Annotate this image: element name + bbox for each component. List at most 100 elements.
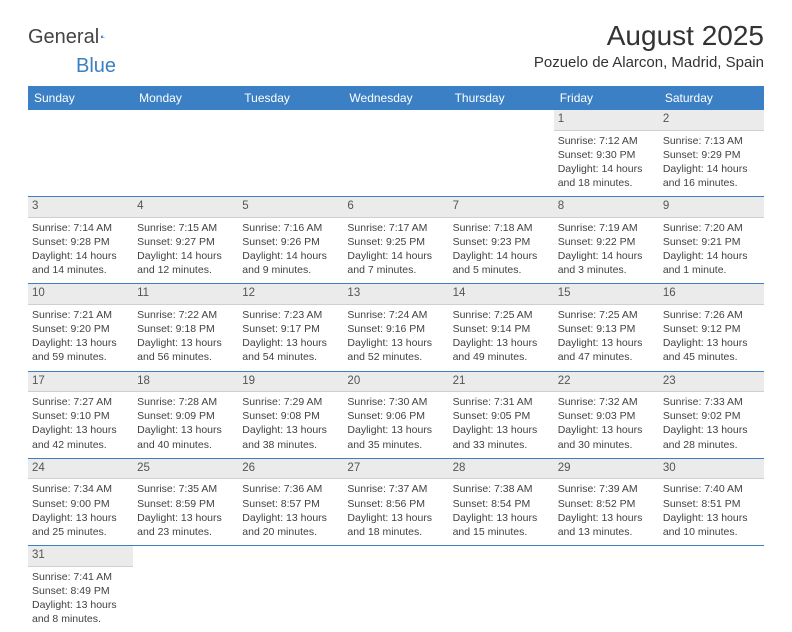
logo-word1: General [28, 26, 99, 49]
calendar-cell: 1Sunrise: 7:12 AMSunset: 9:30 PMDaylight… [554, 110, 659, 197]
day-number: 30 [659, 459, 764, 480]
daylight-line: and 18 minutes. [558, 176, 655, 190]
calendar-cell: 30Sunrise: 7:40 AMSunset: 8:51 PMDayligh… [659, 458, 764, 545]
daylight-line: and 54 minutes. [242, 350, 339, 364]
day-number: 7 [449, 197, 554, 218]
calendar-cell: 23Sunrise: 7:33 AMSunset: 9:02 PMDayligh… [659, 371, 764, 458]
weekday-header: Sunday [28, 86, 133, 110]
weekday-header: Saturday [659, 86, 764, 110]
sunrise-line: Sunrise: 7:29 AM [242, 395, 339, 409]
sunrise-line: Sunrise: 7:37 AM [347, 482, 444, 496]
daylight-line: Daylight: 13 hours [347, 336, 444, 350]
daylight-line: Daylight: 13 hours [242, 511, 339, 525]
daylight-line: and 45 minutes. [663, 350, 760, 364]
sunrise-line: Sunrise: 7:39 AM [558, 482, 655, 496]
daylight-line: and 40 minutes. [137, 438, 234, 452]
day-number: 22 [554, 372, 659, 393]
calendar-cell: 12Sunrise: 7:23 AMSunset: 9:17 PMDayligh… [238, 284, 343, 371]
day-number: 15 [554, 284, 659, 305]
calendar-cell [343, 546, 448, 632]
day-number: 5 [238, 197, 343, 218]
daylight-line: Daylight: 14 hours [663, 249, 760, 263]
weekday-header: Tuesday [238, 86, 343, 110]
day-number: 16 [659, 284, 764, 305]
daylight-line: Daylight: 13 hours [347, 423, 444, 437]
daylight-line: Daylight: 13 hours [453, 511, 550, 525]
calendar-cell: 31Sunrise: 7:41 AMSunset: 8:49 PMDayligh… [28, 546, 133, 632]
sunrise-line: Sunrise: 7:12 AM [558, 134, 655, 148]
calendar-cell [659, 546, 764, 632]
calendar-cell: 22Sunrise: 7:32 AMSunset: 9:03 PMDayligh… [554, 371, 659, 458]
calendar-cell: 13Sunrise: 7:24 AMSunset: 9:16 PMDayligh… [343, 284, 448, 371]
day-number: 28 [449, 459, 554, 480]
sunrise-line: Sunrise: 7:23 AM [242, 308, 339, 322]
calendar-cell: 2Sunrise: 7:13 AMSunset: 9:29 PMDaylight… [659, 110, 764, 197]
daylight-line: and 7 minutes. [347, 263, 444, 277]
sunrise-line: Sunrise: 7:27 AM [32, 395, 129, 409]
daylight-line: Daylight: 14 hours [242, 249, 339, 263]
sunset-line: Sunset: 9:28 PM [32, 235, 129, 249]
daylight-line: and 13 minutes. [558, 525, 655, 539]
daylight-line: and 9 minutes. [242, 263, 339, 277]
sunrise-line: Sunrise: 7:31 AM [453, 395, 550, 409]
sunset-line: Sunset: 9:10 PM [32, 409, 129, 423]
daylight-line: Daylight: 13 hours [137, 423, 234, 437]
day-number: 11 [133, 284, 238, 305]
sunrise-line: Sunrise: 7:15 AM [137, 221, 234, 235]
calendar-cell: 9Sunrise: 7:20 AMSunset: 9:21 PMDaylight… [659, 197, 764, 284]
sunrise-line: Sunrise: 7:20 AM [663, 221, 760, 235]
weekday-header: Friday [554, 86, 659, 110]
daylight-line: and 8 minutes. [32, 612, 129, 626]
daylight-line: and 59 minutes. [32, 350, 129, 364]
calendar-cell: 26Sunrise: 7:36 AMSunset: 8:57 PMDayligh… [238, 458, 343, 545]
sunrise-line: Sunrise: 7:36 AM [242, 482, 339, 496]
day-number: 4 [133, 197, 238, 218]
calendar-cell: 19Sunrise: 7:29 AMSunset: 9:08 PMDayligh… [238, 371, 343, 458]
sunrise-line: Sunrise: 7:32 AM [558, 395, 655, 409]
sunset-line: Sunset: 9:23 PM [453, 235, 550, 249]
calendar-cell [133, 110, 238, 197]
daylight-line: and 56 minutes. [137, 350, 234, 364]
sunrise-line: Sunrise: 7:25 AM [453, 308, 550, 322]
calendar-cell [133, 546, 238, 632]
location: Pozuelo de Alarcon, Madrid, Spain [534, 54, 764, 71]
daylight-line: Daylight: 14 hours [558, 162, 655, 176]
sunrise-line: Sunrise: 7:28 AM [137, 395, 234, 409]
daylight-line: and 20 minutes. [242, 525, 339, 539]
daylight-line: Daylight: 13 hours [453, 423, 550, 437]
day-number: 18 [133, 372, 238, 393]
sunset-line: Sunset: 9:03 PM [558, 409, 655, 423]
sunset-line: Sunset: 8:59 PM [137, 497, 234, 511]
weekday-header: Wednesday [343, 86, 448, 110]
calendar-cell: 6Sunrise: 7:17 AMSunset: 9:25 PMDaylight… [343, 197, 448, 284]
sunset-line: Sunset: 9:13 PM [558, 322, 655, 336]
sunrise-line: Sunrise: 7:17 AM [347, 221, 444, 235]
calendar-cell: 5Sunrise: 7:16 AMSunset: 9:26 PMDaylight… [238, 197, 343, 284]
sunrise-line: Sunrise: 7:18 AM [453, 221, 550, 235]
daylight-line: and 25 minutes. [32, 525, 129, 539]
daylight-line: Daylight: 13 hours [663, 423, 760, 437]
day-number: 29 [554, 459, 659, 480]
calendar-cell: 14Sunrise: 7:25 AMSunset: 9:14 PMDayligh… [449, 284, 554, 371]
daylight-line: Daylight: 13 hours [32, 511, 129, 525]
sunset-line: Sunset: 9:26 PM [242, 235, 339, 249]
calendar-cell: 3Sunrise: 7:14 AMSunset: 9:28 PMDaylight… [28, 197, 133, 284]
sunrise-line: Sunrise: 7:38 AM [453, 482, 550, 496]
sunset-line: Sunset: 9:21 PM [663, 235, 760, 249]
daylight-line: Daylight: 13 hours [242, 336, 339, 350]
daylight-line: and 49 minutes. [453, 350, 550, 364]
sunset-line: Sunset: 9:12 PM [663, 322, 760, 336]
day-number: 17 [28, 372, 133, 393]
daylight-line: and 5 minutes. [453, 263, 550, 277]
day-number: 10 [28, 284, 133, 305]
daylight-line: and 16 minutes. [663, 176, 760, 190]
daylight-line: and 33 minutes. [453, 438, 550, 452]
day-number: 20 [343, 372, 448, 393]
sunset-line: Sunset: 8:56 PM [347, 497, 444, 511]
logo: General [28, 26, 127, 49]
sunset-line: Sunset: 9:16 PM [347, 322, 444, 336]
sunset-line: Sunset: 9:22 PM [558, 235, 655, 249]
daylight-line: and 12 minutes. [137, 263, 234, 277]
title-block: August 2025 Pozuelo de Alarcon, Madrid, … [534, 20, 764, 71]
calendar-cell [238, 110, 343, 197]
